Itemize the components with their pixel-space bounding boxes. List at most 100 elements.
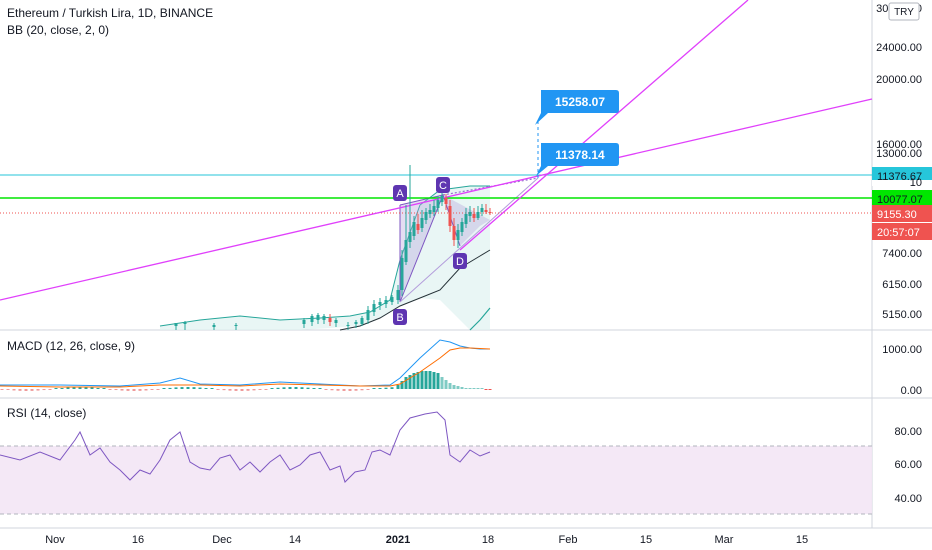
macd-histogram-bar: [48, 389, 52, 390]
macd-histogram-bar: [428, 371, 432, 389]
macd-histogram-bar: [404, 377, 408, 389]
time-tick: 15: [796, 534, 808, 546]
candle-body: [234, 325, 238, 326]
time-tick: 14: [289, 534, 301, 546]
candle-body: [412, 222, 416, 236]
price-tick: 6150.00: [882, 279, 922, 291]
chart-title: Ethereum / Turkish Lira, 1D, BINANCE: [7, 6, 213, 20]
macd-histogram-bar: [452, 385, 456, 389]
macd-histogram-bar: [138, 389, 142, 391]
point-a-label: A: [396, 188, 404, 200]
candle-body: [424, 212, 428, 220]
macd-histogram-bar: [114, 389, 118, 391]
candle-body: [440, 196, 444, 202]
candle-body: [310, 316, 314, 322]
candle-body: [488, 212, 492, 213]
callout-target-low[interactable]: 11378.14: [536, 143, 619, 176]
macd-histogram-bar: [342, 389, 346, 391]
macd-histogram-bar: [258, 389, 262, 390]
rsi-tick: 60.00: [894, 459, 922, 471]
macd-histogram-bar: [330, 389, 334, 391]
macd-histogram-bar: [444, 380, 448, 389]
macd-histogram-bar: [210, 388, 214, 389]
candle-body: [396, 290, 400, 300]
countdown-marker: 20:57:07: [872, 223, 932, 240]
point-a[interactable]: A: [393, 185, 407, 201]
candle-body: [404, 240, 408, 262]
callout-target-high[interactable]: 15258.07: [535, 90, 619, 125]
macd-histogram-bar: [108, 389, 112, 390]
macd-histogram-bar: [336, 389, 340, 391]
candle-body: [436, 200, 440, 208]
macd-histogram-bar: [102, 388, 106, 389]
point-c[interactable]: C: [436, 177, 450, 193]
macd-histogram-bar: [168, 387, 172, 389]
support-marker-text: 10077.07: [877, 194, 923, 206]
candle-body: [212, 325, 216, 327]
macd-histogram-bar: [318, 388, 322, 389]
macd-histogram-bar: [270, 388, 274, 389]
macd-histogram-bar: [96, 388, 100, 389]
price-tick: 7400.00: [882, 248, 922, 260]
macd-histogram-bar: [90, 387, 94, 389]
candle-body: [372, 304, 376, 312]
candle-body: [464, 214, 468, 224]
macd-histogram-bar: [54, 388, 58, 389]
candlestick-series: [174, 165, 492, 330]
candle-body: [183, 322, 187, 324]
macd-histogram-bar: [186, 387, 190, 389]
macd-histogram-bar: [348, 389, 352, 391]
bollinger-lower: [339, 249, 491, 331]
time-tick: Dec: [212, 534, 232, 546]
price-tick: 24000.00: [876, 42, 922, 54]
price-tick: 20000.00: [876, 74, 922, 86]
macd-histogram-bar: [228, 389, 232, 391]
rsi-tick: 40.00: [894, 493, 922, 505]
macd-histogram-bar: [132, 389, 136, 391]
macd-histogram-bar: [378, 388, 382, 389]
point-b[interactable]: B: [393, 309, 407, 325]
abcd-upper-edge: [399, 194, 444, 206]
time-tick: 18: [482, 534, 494, 546]
candle-body: [452, 226, 456, 240]
time-tick: 16: [132, 534, 144, 546]
candle-body: [302, 320, 306, 324]
candle-body: [416, 224, 420, 230]
point-c-label: C: [439, 180, 447, 192]
steep-trendline: [459, 0, 749, 251]
point-d[interactable]: D: [453, 253, 467, 269]
macd-signal-line: [0, 347, 491, 388]
macd-histogram-bar: [306, 387, 310, 389]
macd-histogram-bar: [150, 389, 154, 390]
macd-histogram-bar: [144, 389, 148, 391]
time-tick: Mar: [715, 534, 734, 546]
currency-button[interactable]: TRY: [888, 2, 920, 21]
macd-histogram-bar: [324, 389, 328, 390]
macd-histogram-bar: [84, 387, 88, 389]
macd-histogram-bar: [222, 389, 226, 391]
point-b-label: B: [396, 312, 403, 324]
macd-tick: 0.00: [901, 385, 922, 397]
macd-histogram-bar: [480, 388, 484, 389]
macd-histogram-bar: [476, 388, 480, 389]
macd-histogram-bar: [72, 387, 76, 389]
macd-histogram-bar: [198, 387, 202, 389]
macd-histogram-bar: [78, 387, 82, 389]
macd-histogram-bar: [432, 372, 436, 389]
macd-histogram: [0, 371, 492, 391]
candle-body: [476, 212, 480, 218]
macd-histogram-bar: [472, 388, 476, 389]
price-tick: 10: [910, 177, 922, 189]
candle-body: [328, 318, 332, 322]
macd-histogram-bar: [240, 389, 244, 391]
candle-body: [460, 222, 464, 232]
macd-histogram-bar: [440, 377, 444, 389]
macd-histogram-bar: [60, 388, 64, 389]
point-d-label: D: [456, 256, 464, 268]
support-marker: 10077.07: [872, 190, 932, 207]
macd-histogram-bar: [30, 389, 34, 391]
macd-histogram-bar: [294, 387, 298, 389]
last-price-marker-text: 9155.30: [877, 209, 917, 221]
price-axis: 30000.00 24000.00 20000.00 16000.00 1300…: [876, 3, 922, 321]
rsi-tick: 80.00: [894, 426, 922, 438]
